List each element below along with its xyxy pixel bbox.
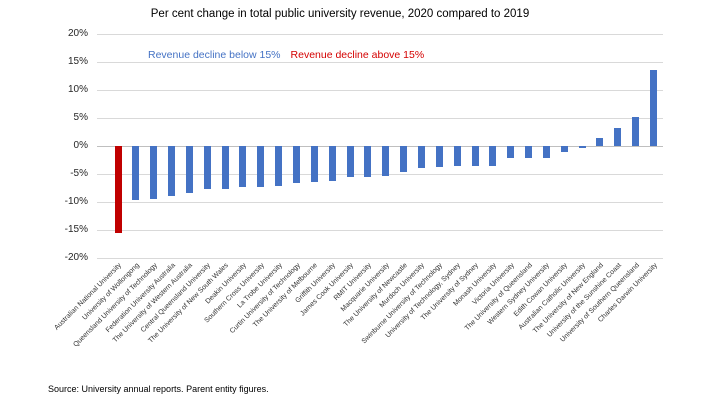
y-axis-tick-label: -15% [64,224,88,235]
chart-title: Per cent change in total public universi… [150,8,530,20]
y-axis-tick-label: 10% [67,84,88,95]
y-axis-tick-label: 15% [67,56,88,67]
y-axis-tick-label: 5% [73,112,88,123]
y-axis-tick-label: -5% [70,168,88,179]
chart-bar [168,146,176,197]
chart-bar [364,146,372,177]
source-note: Source: University annual reports. Paren… [48,384,269,394]
gridline [97,117,663,119]
chart-bar [650,69,657,146]
chart-bar [542,146,550,158]
chart-bar [417,146,425,169]
chart-bar [507,146,515,159]
chart-bar [489,146,497,166]
chart-bar [614,127,622,146]
chart-bar [132,146,140,201]
gridline [97,173,663,175]
chart-bar [328,146,336,181]
y-axis-tick-label: 20% [67,28,88,39]
chart-bar [310,146,318,182]
chart-bar [560,146,568,153]
chart-bar [578,146,586,148]
y-axis-tick-label: 0% [73,140,88,151]
y-axis-tick-label: -20% [64,252,88,263]
chart-bar [257,146,265,187]
chart-legend: Revenue decline below 15% Revenue decline… [148,49,424,61]
legend-label-decline-below-15: Revenue decline below 15% [148,49,281,61]
chart-bar [293,146,300,183]
chart-bar [453,146,461,167]
y-axis-tick-label: -10% [64,196,88,207]
chart-bar [221,146,229,189]
gridline [97,89,663,91]
legend-label-decline-above-15: Revenue decline above 15% [290,49,425,61]
gridline [97,257,663,259]
gridline [97,201,663,203]
chart-bar [400,146,408,172]
gridline [97,33,663,35]
chart-bar [525,146,533,158]
chart-bar [346,146,354,178]
chart-bar [203,146,211,190]
chart-bar [632,117,640,146]
chart-bar [150,146,158,199]
chart-bar [596,137,604,146]
chart-bar [435,146,443,167]
zero-gridline [97,145,663,147]
chart-bar [275,146,283,187]
chart-bar [114,146,122,234]
gridline [97,229,663,231]
gridline [97,61,663,63]
chart-bar [382,146,390,176]
chart-bar [185,146,193,194]
chart-bar [471,146,479,166]
chart-bar [239,146,247,188]
